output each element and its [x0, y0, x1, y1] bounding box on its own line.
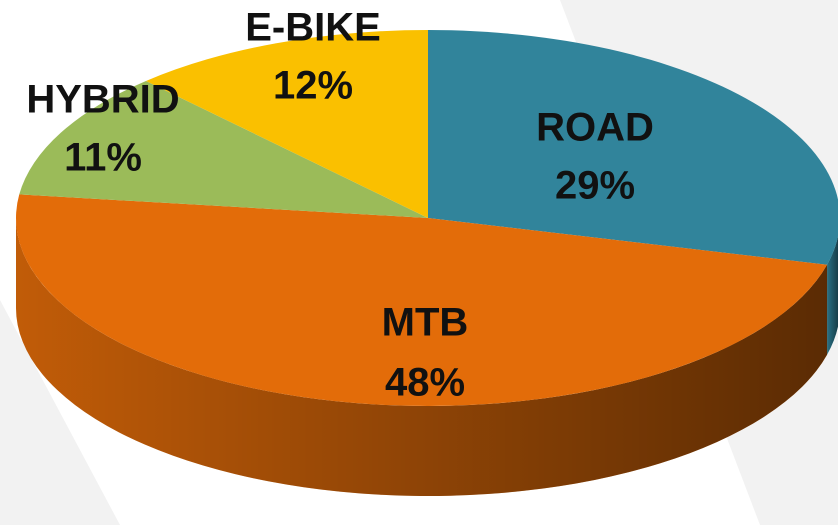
slice-label: HYBRID [26, 78, 179, 122]
slice-value-label: 11% [64, 136, 142, 180]
slice-value-label: 29% [555, 164, 635, 208]
slice [428, 30, 838, 265]
slice-label: ROAD [536, 106, 654, 150]
slice [16, 194, 828, 407]
slice-side-shade [827, 236, 838, 355]
slice [145, 30, 428, 218]
slice-side-shade [16, 218, 828, 497]
slice-label: E-BIKE [245, 6, 381, 50]
slice-label: MTB [382, 301, 469, 345]
slice-value-label: 12% [273, 64, 353, 108]
slice-value-label: 48% [385, 361, 465, 405]
slice [19, 80, 428, 219]
